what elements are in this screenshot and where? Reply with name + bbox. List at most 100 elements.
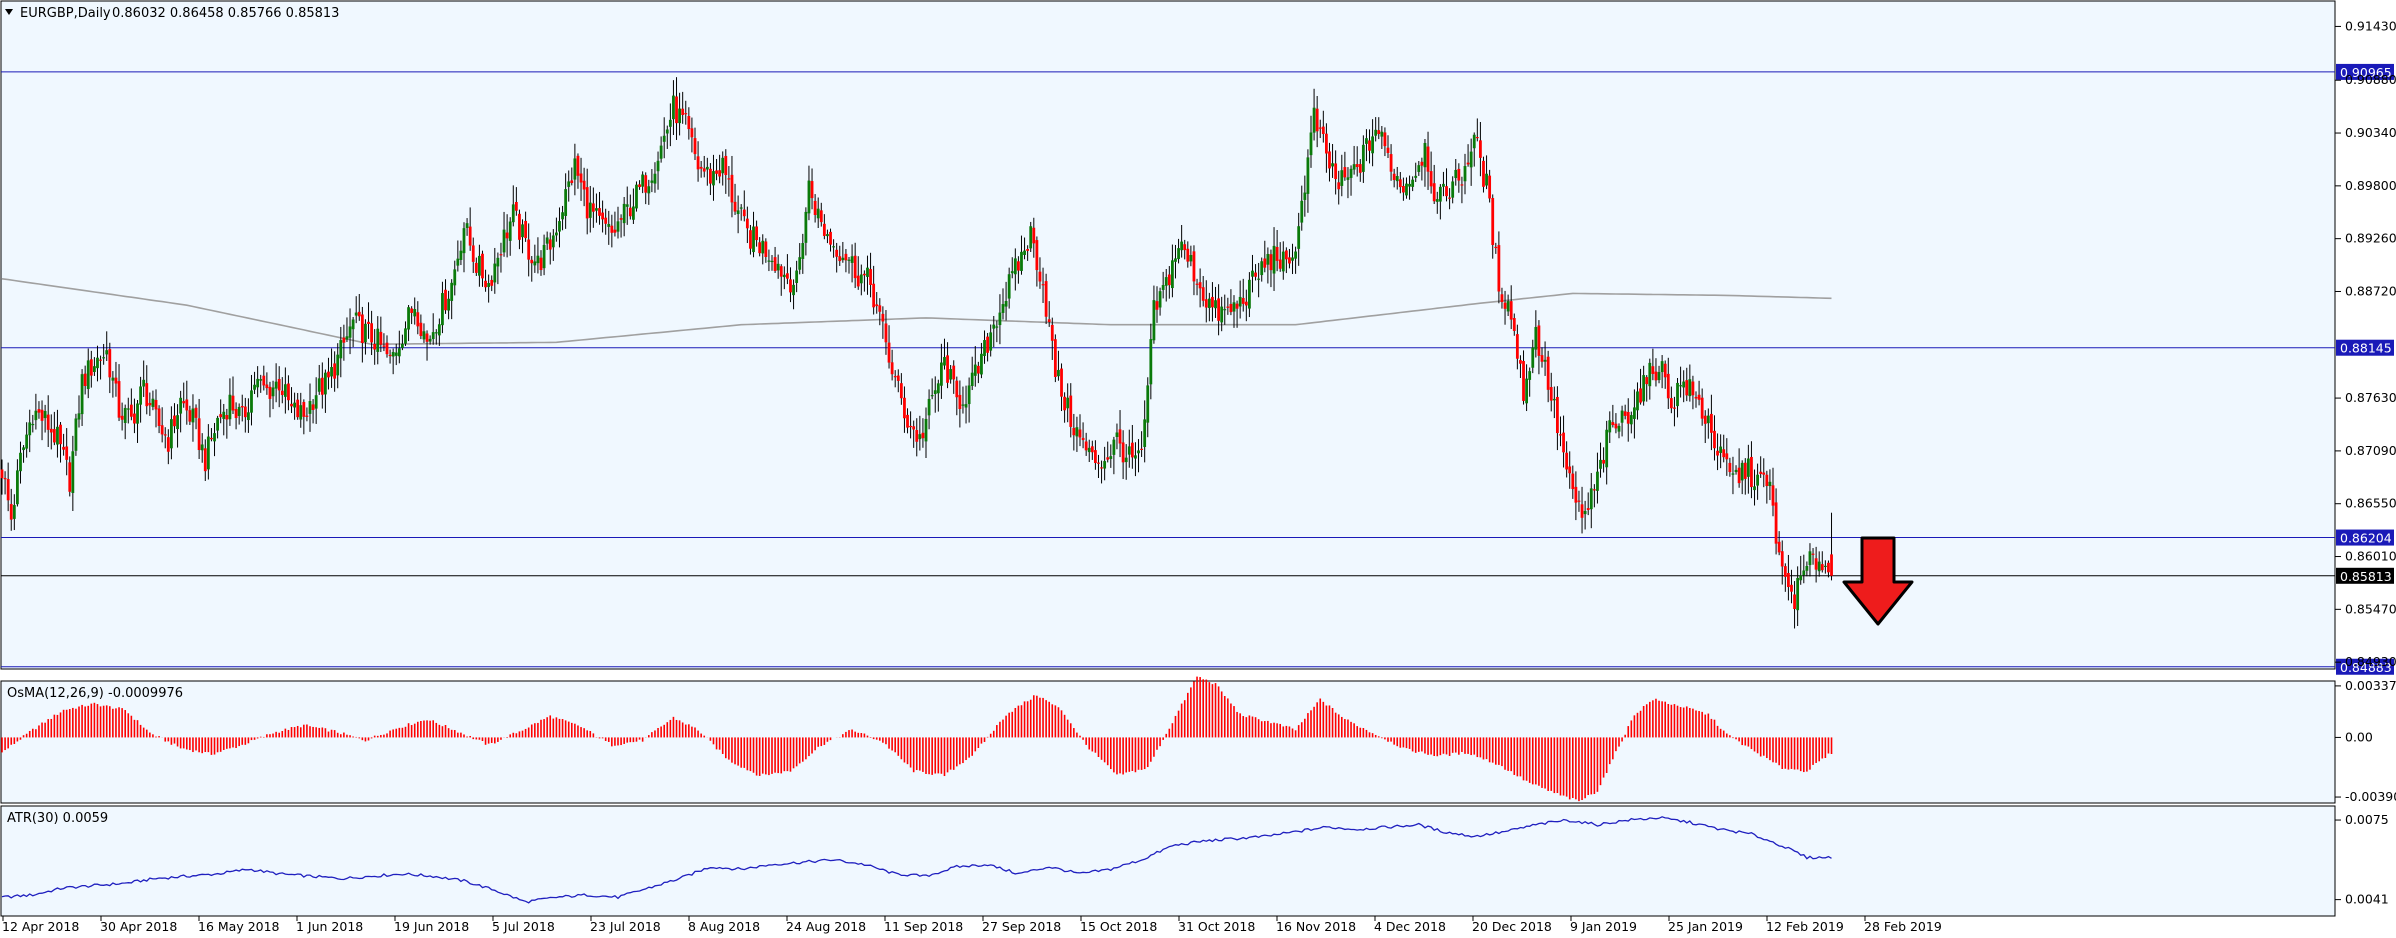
candle-body — [34, 410, 38, 421]
candle-body — [170, 419, 173, 449]
candle-body — [1426, 146, 1430, 172]
candle-body — [1562, 432, 1565, 453]
time-tick-label: 11 Sep 2018 — [884, 919, 963, 934]
candle-body — [1223, 309, 1227, 311]
candle-body — [416, 312, 420, 327]
candle-body — [1614, 423, 1618, 429]
candle-body — [148, 402, 152, 406]
candle-body — [878, 305, 882, 312]
candle-body — [518, 213, 521, 240]
candle-body — [1552, 398, 1556, 401]
candle-body — [1811, 553, 1815, 555]
candle-body — [1617, 425, 1621, 432]
candle-body — [1417, 165, 1421, 172]
candle-body — [1318, 127, 1322, 129]
candle-body — [1475, 136, 1479, 139]
candle-body — [1004, 301, 1008, 307]
candle-body — [1777, 541, 1781, 553]
candle-body — [1673, 407, 1676, 409]
candle-body — [1198, 282, 1202, 289]
candle-body — [428, 338, 432, 342]
candle-body — [71, 451, 75, 493]
candle-body — [1787, 573, 1790, 588]
candle-body — [964, 404, 968, 408]
candle-body — [1192, 251, 1196, 282]
candle-body — [465, 223, 469, 228]
candle-body — [514, 201, 518, 211]
candle-body — [998, 312, 1002, 326]
candle-body — [1137, 450, 1140, 454]
candle-body — [1429, 171, 1433, 187]
price-tick-label: 0.87090 — [2345, 443, 2396, 458]
collapse-triangle-icon[interactable] — [5, 9, 13, 15]
candle-body — [1688, 379, 1692, 397]
candle-body — [715, 170, 718, 174]
candle-body — [1306, 157, 1310, 194]
candle-body — [983, 340, 986, 356]
candle-body — [1448, 197, 1451, 199]
time-tick-label: 12 Apr 2018 — [2, 919, 79, 934]
candle-body — [1629, 415, 1633, 425]
candle-body — [1189, 254, 1193, 262]
candle-body — [354, 312, 358, 316]
candle-body — [1278, 259, 1282, 269]
candle-body — [1753, 486, 1756, 491]
candle-body — [690, 128, 694, 138]
candle-body — [394, 352, 398, 356]
candle-body — [77, 413, 81, 420]
candle-body — [345, 336, 349, 340]
candle-body — [296, 399, 300, 418]
candle-body — [986, 336, 989, 353]
candle-body — [573, 158, 577, 180]
price-tick-label: 0.91430 — [2345, 18, 2396, 33]
candle-body — [970, 372, 974, 387]
candle-body — [360, 314, 364, 343]
candle-body — [992, 324, 996, 329]
candle-body — [376, 328, 380, 352]
price-tick-label: 0.89260 — [2345, 231, 2396, 246]
candle-body — [930, 395, 934, 397]
candle-body — [1167, 274, 1171, 286]
candle-body — [616, 221, 620, 232]
candle-body — [43, 411, 47, 419]
time-tick-label: 15 Oct 2018 — [1080, 919, 1157, 934]
candle-body — [3, 477, 7, 480]
level-tag — [2336, 529, 2394, 546]
candle-body — [268, 386, 272, 399]
candle-body — [804, 211, 808, 243]
candle-body — [1608, 420, 1612, 433]
candle-body — [1053, 339, 1057, 377]
candle-body — [1032, 227, 1036, 244]
candle-body — [638, 184, 641, 188]
candle-body — [468, 226, 472, 246]
candle-body — [1251, 270, 1254, 277]
time-tick-label: 20 Dec 2018 — [1472, 919, 1552, 934]
candle-body — [1288, 257, 1291, 264]
candle-body — [647, 186, 651, 194]
candle-body — [810, 181, 814, 199]
atr-tick-label: 0.0075 — [2345, 812, 2389, 827]
candle-body — [847, 259, 851, 261]
candle-body — [1100, 467, 1103, 469]
candle-body — [1808, 551, 1812, 566]
candle-body — [841, 257, 845, 261]
candle-body — [136, 403, 139, 424]
candle-body — [1186, 248, 1190, 262]
candle-body — [447, 298, 450, 311]
candle-body — [789, 279, 792, 293]
candle-body — [49, 428, 53, 433]
candle-body — [570, 180, 574, 183]
candle-body — [191, 408, 195, 423]
candle-body — [1515, 334, 1519, 359]
candle-body — [1445, 186, 1448, 197]
candle-body — [74, 418, 78, 451]
candle-body — [1143, 419, 1147, 447]
candle-body — [308, 401, 312, 414]
candle-body — [357, 311, 361, 317]
candle-body — [197, 418, 201, 451]
candle-body — [16, 470, 19, 505]
candle-body — [1463, 166, 1467, 182]
candle-body — [1645, 377, 1649, 385]
candle-body — [139, 386, 142, 405]
time-tick-label: 5 Jul 2018 — [492, 919, 555, 934]
